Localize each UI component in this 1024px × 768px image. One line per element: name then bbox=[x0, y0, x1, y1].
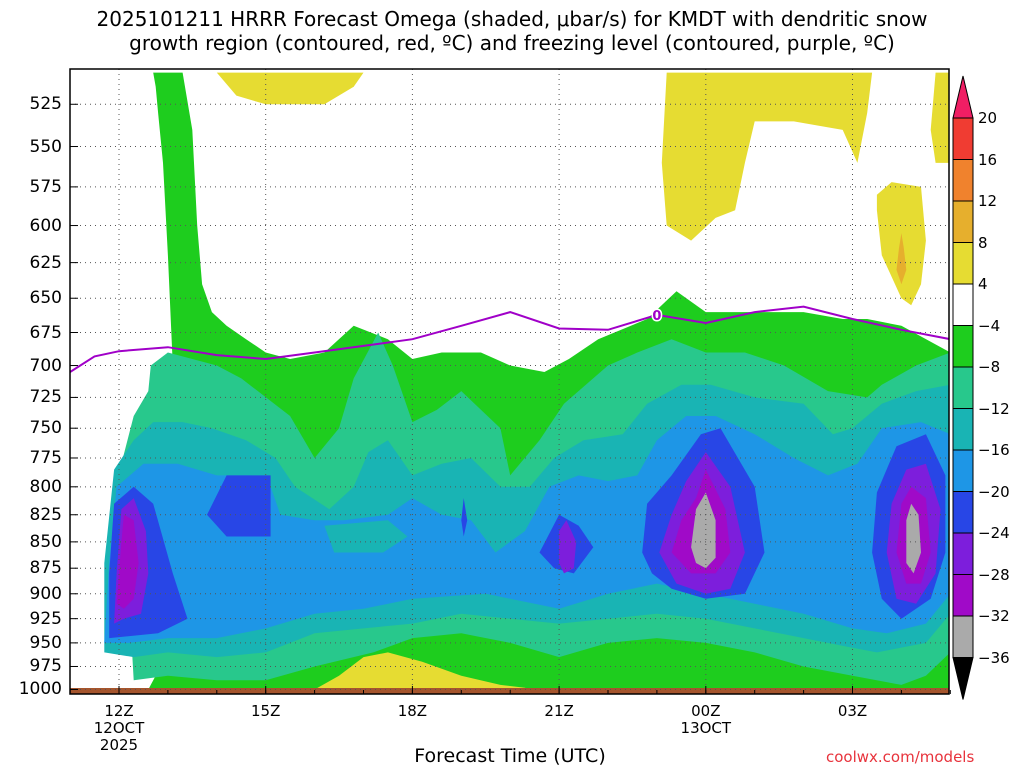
y-tick-label: 875 bbox=[29, 558, 62, 579]
omega-region-minus32-1 bbox=[906, 503, 921, 574]
y-tick-label: 800 bbox=[29, 476, 62, 497]
freezing-level-label: 0 bbox=[652, 309, 661, 324]
omega-region-4-0 bbox=[216, 72, 364, 105]
x-tick-label: 18Z bbox=[397, 702, 428, 720]
x-tick-label: 00Z bbox=[691, 702, 721, 720]
x-tick-label: 15Z bbox=[251, 702, 281, 720]
chart-title-line-1: 2025101211 HRRR Forecast Omega (shaded, … bbox=[96, 7, 928, 31]
y-tick-label: 700 bbox=[29, 355, 62, 376]
y-tick-label: 950 bbox=[29, 632, 62, 653]
omega-region-minus28-0 bbox=[116, 514, 139, 609]
y-tick-label: 550 bbox=[29, 136, 62, 157]
colorbar-tick-label: 20 bbox=[978, 109, 998, 127]
colorbar-tick-label: −36 bbox=[978, 648, 1010, 667]
colorbar-tick-label: 12 bbox=[978, 192, 998, 210]
colorbar-tick-label: −12 bbox=[978, 399, 1010, 418]
omega-region-4-4 bbox=[314, 652, 530, 690]
colorbar-segment-8 bbox=[952, 408, 974, 451]
colorbar-segment-5 bbox=[952, 283, 974, 326]
colorbar-segment-1 bbox=[952, 117, 974, 160]
omega-region-4-1 bbox=[661, 72, 873, 241]
colorbar-tick-label: −20 bbox=[978, 482, 1010, 501]
y-tick-label: 900 bbox=[29, 583, 62, 604]
y-tick-label: 825 bbox=[29, 504, 62, 525]
x-tick-label: 12Z bbox=[104, 702, 134, 720]
x-tick-label: 03Z bbox=[837, 702, 868, 720]
colorbar-segment-4 bbox=[952, 242, 974, 285]
colorbar-segment-6 bbox=[952, 325, 974, 368]
y-tick-label: 675 bbox=[29, 322, 62, 343]
colorbar-tick-label: −32 bbox=[978, 607, 1010, 625]
gridlines bbox=[69, 69, 951, 694]
colorbar-arrow-top bbox=[952, 75, 974, 119]
colorbar-segment-12 bbox=[952, 574, 974, 617]
y-tick-label: 650 bbox=[29, 288, 62, 309]
y-tick-label: 600 bbox=[29, 215, 62, 236]
freezing-level-line bbox=[70, 305, 949, 373]
omega-region-minus20-5 bbox=[461, 498, 468, 537]
omega-region-minus20-1 bbox=[207, 475, 271, 537]
omega-region-minus24-1 bbox=[559, 520, 577, 574]
chart-title-line-2: growth region (contoured, red, ºC) and f… bbox=[129, 31, 895, 55]
colorbar-arrow-bottom bbox=[952, 657, 974, 700]
omega-shaded-fields bbox=[70, 69, 949, 694]
y-tick-label: 525 bbox=[29, 94, 62, 115]
y-tick-label: 1000 bbox=[18, 679, 62, 700]
x-tick-date-label: 12OCT bbox=[93, 719, 145, 737]
freezing-level-group: 0 bbox=[70, 305, 949, 373]
colorbar-tick-label: 4 bbox=[978, 275, 988, 293]
colorbar-segment-9 bbox=[952, 449, 974, 492]
colorbar-tick-label: −4 bbox=[978, 316, 1001, 335]
y-tick-label: 775 bbox=[29, 447, 62, 468]
y-tick-label: 925 bbox=[29, 608, 62, 629]
x-tick-date-label: 13OCT bbox=[680, 719, 732, 737]
colorbar-segment-13 bbox=[952, 615, 974, 658]
plot-border bbox=[69, 68, 950, 695]
colorbar-segment-11 bbox=[952, 532, 974, 575]
y-tick-label: 975 bbox=[29, 656, 62, 677]
y-tick-label: 575 bbox=[29, 176, 62, 197]
colorbar-tick-label: −8 bbox=[978, 358, 1001, 376]
y-tick-label: 750 bbox=[29, 418, 62, 439]
x-axis-title: Forecast Time (UTC) bbox=[414, 745, 606, 767]
colorbar-tick-label: 8 bbox=[978, 233, 988, 252]
colorbar-segment-2 bbox=[952, 159, 974, 202]
colorbar-tick-label: 16 bbox=[978, 150, 998, 169]
plot-frame bbox=[69, 68, 950, 695]
omega-region-8-0 bbox=[896, 233, 907, 285]
x-tick-date-label: 2025 bbox=[99, 736, 139, 754]
y-tick-label: 725 bbox=[29, 387, 62, 408]
x-tick-label: 21Z bbox=[544, 702, 574, 720]
colorbar bbox=[952, 75, 974, 700]
omega-region-minus32-0 bbox=[691, 492, 716, 569]
colorbar-tick-label: −16 bbox=[978, 441, 1010, 459]
source-credit-link[interactable]: coolwx.com/models bbox=[826, 748, 975, 766]
colorbar-tick-label: −24 bbox=[978, 524, 1010, 542]
colorbar-tick-label: −28 bbox=[978, 565, 1010, 584]
ground-surface-strip bbox=[70, 688, 949, 694]
y-tick-label: 625 bbox=[29, 252, 62, 273]
colorbar-segment-3 bbox=[952, 200, 974, 243]
colorbar-segment-10 bbox=[952, 491, 974, 534]
y-tick-label: 850 bbox=[29, 531, 62, 552]
colorbar-segment-7 bbox=[952, 366, 974, 409]
omega-region-4-2 bbox=[930, 72, 949, 163]
